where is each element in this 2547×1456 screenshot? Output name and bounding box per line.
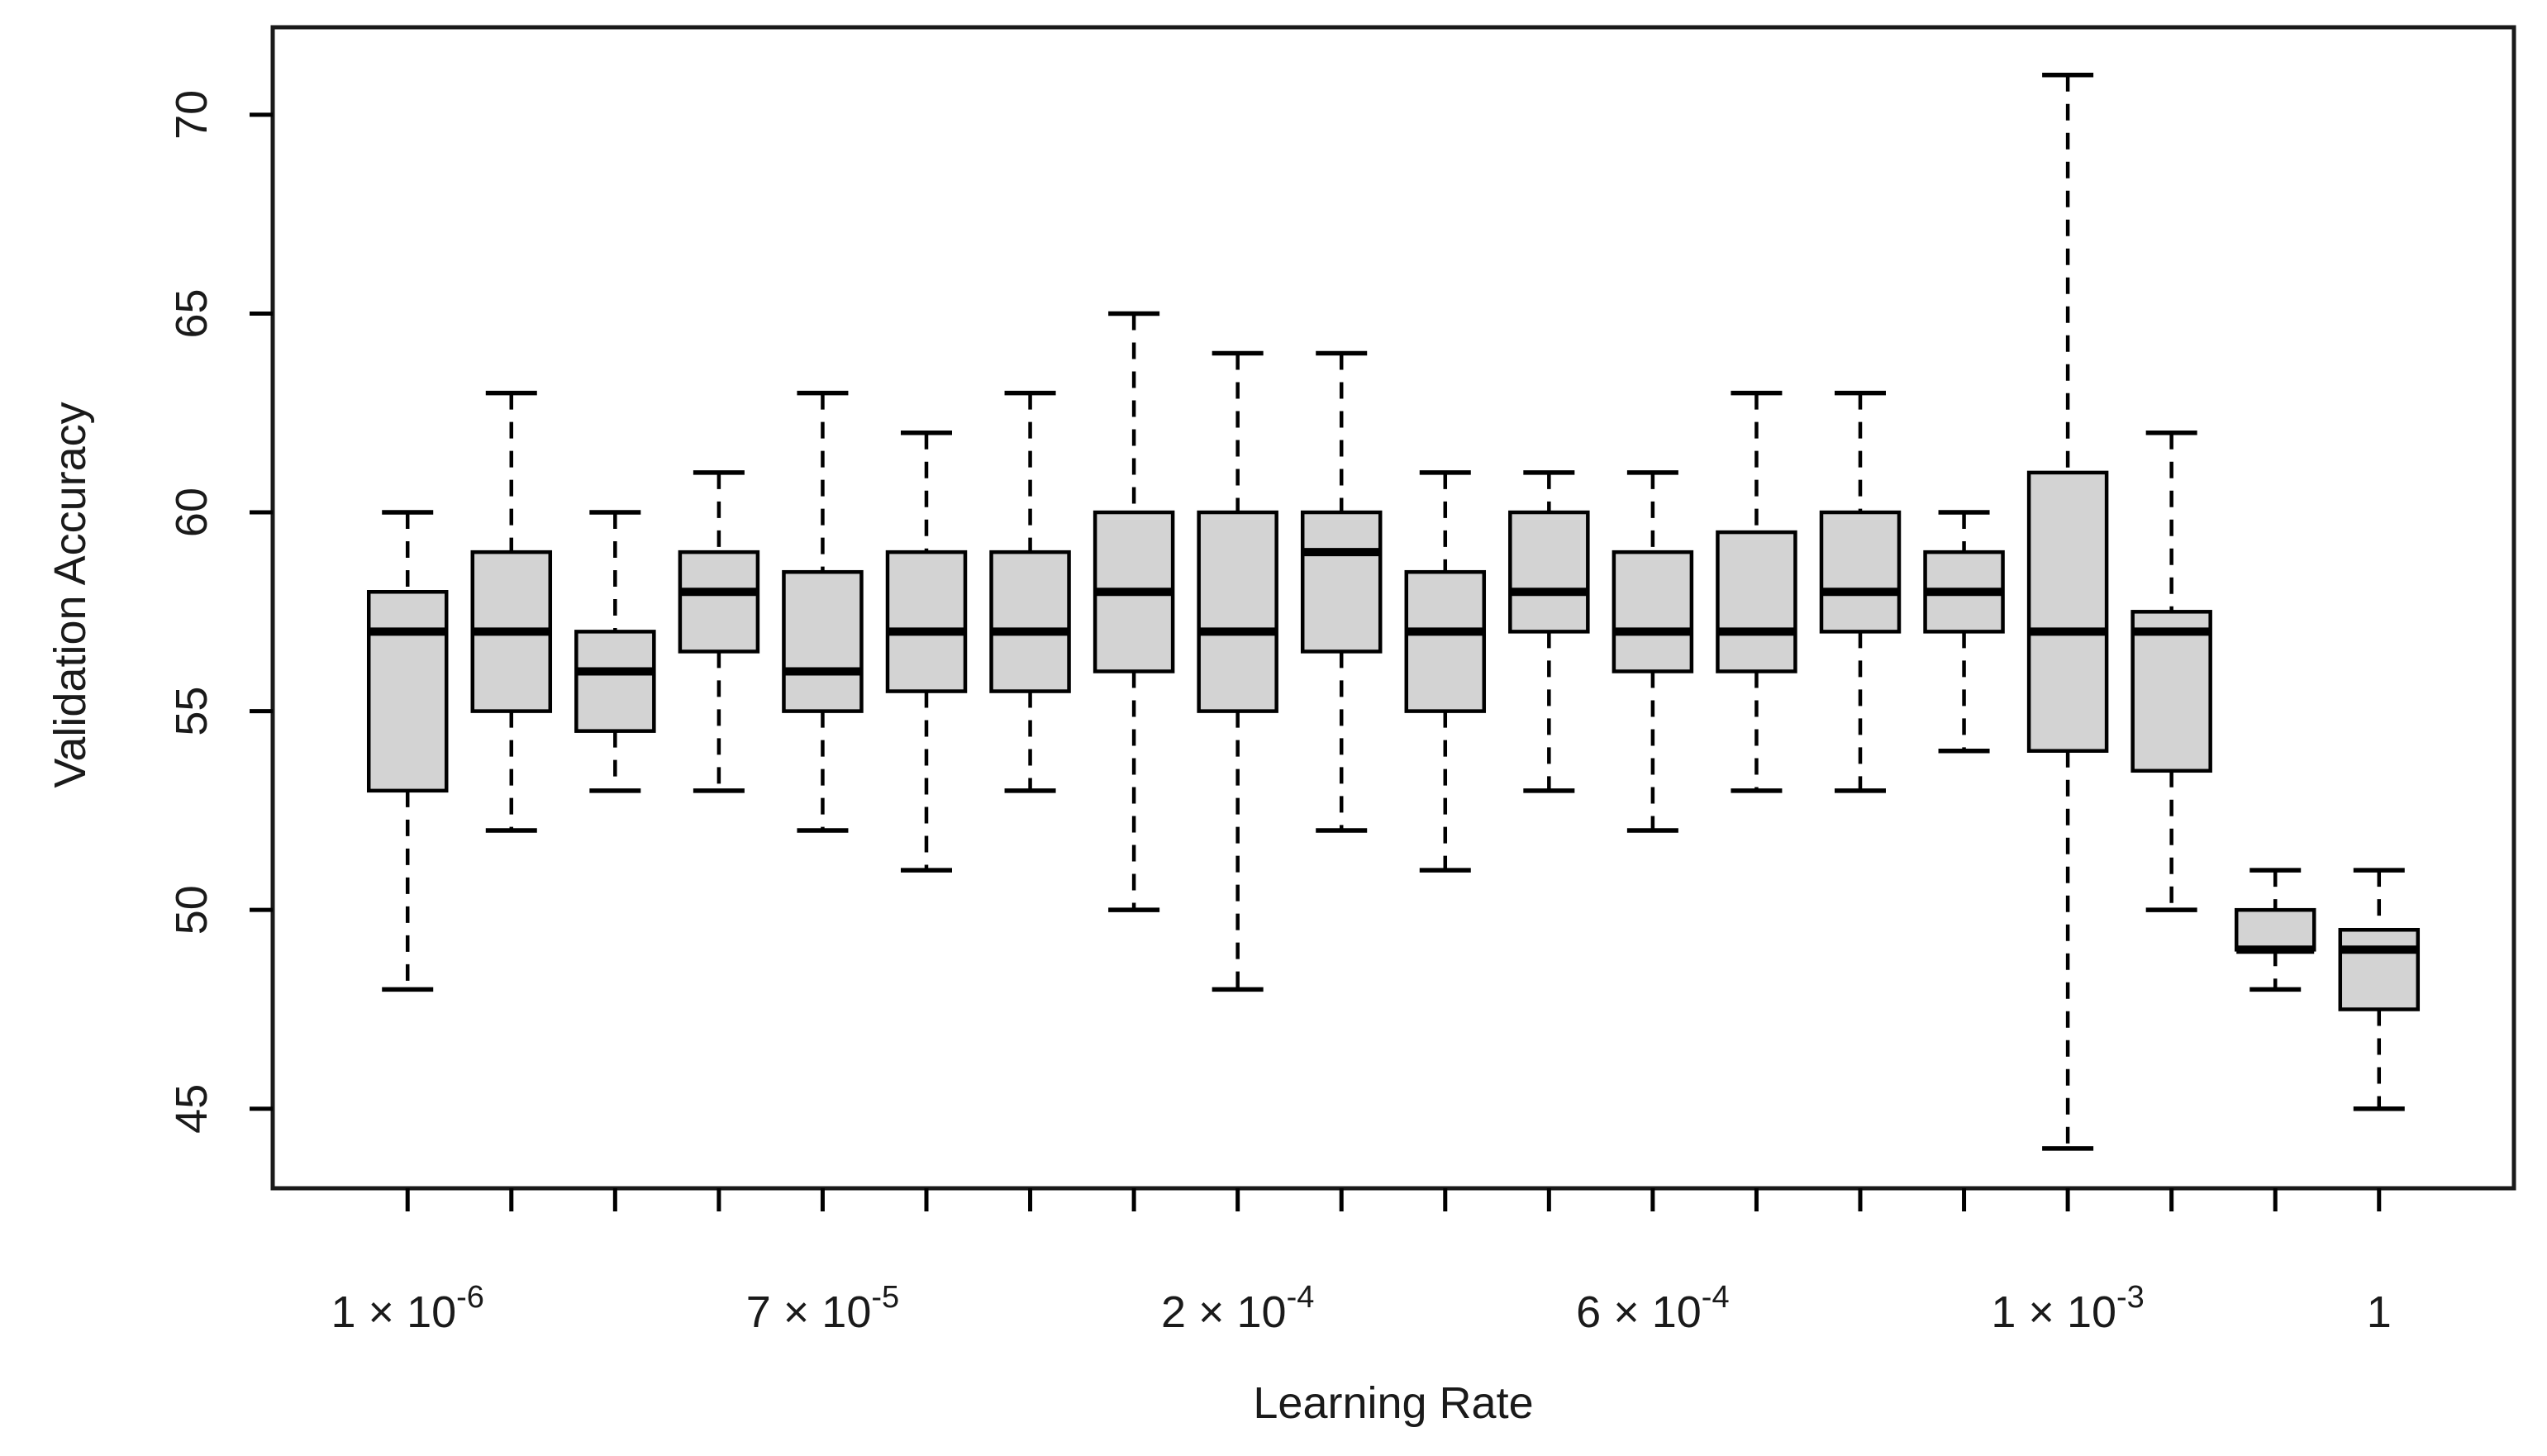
boxplot-group-7 bbox=[989, 390, 1071, 793]
iqr-box bbox=[2130, 610, 2212, 773]
iqr-box bbox=[574, 630, 656, 733]
iqr-box bbox=[2338, 927, 2421, 1011]
y-tick-label-50: 50 bbox=[167, 885, 217, 935]
iqr-box bbox=[678, 550, 760, 654]
boxplot-group-19 bbox=[2234, 868, 2316, 992]
x-tick-label-17: 1 × 10-3 bbox=[1991, 1280, 2144, 1337]
plot-frame bbox=[270, 25, 2516, 1191]
iqr-box bbox=[1508, 510, 1590, 634]
iqr-box bbox=[1404, 569, 1487, 713]
iqr-box bbox=[885, 550, 968, 693]
iqr-box bbox=[1716, 530, 1797, 673]
boxplot-group-2 bbox=[470, 390, 553, 833]
x-tick-label-9: 2 × 10-4 bbox=[1161, 1280, 1314, 1337]
boxplot-group-15 bbox=[1819, 390, 1902, 793]
x-tick-label-5: 7 × 10-5 bbox=[746, 1280, 899, 1337]
iqr-box bbox=[1819, 510, 1902, 634]
y-tick-label-65: 65 bbox=[167, 288, 217, 338]
y-tick-label-55: 55 bbox=[167, 687, 217, 736]
iqr-box bbox=[1612, 550, 1694, 673]
iqr-box bbox=[989, 550, 1071, 693]
y-axis: 45 50 55 60 65 70 bbox=[167, 90, 273, 1134]
iqr-box bbox=[1300, 510, 1383, 654]
x-tick-label-13: 6 × 10-4 bbox=[1576, 1280, 1729, 1337]
boxplot-group-17 bbox=[2026, 72, 2109, 1151]
boxplot-group-9 bbox=[1197, 350, 1278, 992]
boxplot-group-13 bbox=[1612, 470, 1694, 833]
x-tick-label-1: 1 × 10-6 bbox=[331, 1280, 484, 1337]
boxplot-group-1 bbox=[366, 510, 449, 992]
y-tick-label-60: 60 bbox=[167, 488, 217, 537]
boxplot-group-18 bbox=[2130, 431, 2212, 912]
iqr-box bbox=[1197, 510, 1278, 713]
boxplot-group-16 bbox=[1923, 510, 2005, 754]
boxplot-group-20 bbox=[2338, 868, 2421, 1111]
boxplot-group-3 bbox=[574, 510, 656, 793]
iqr-box bbox=[366, 590, 449, 793]
y-tick-label-70: 70 bbox=[167, 90, 217, 140]
boxplot-group-6 bbox=[885, 431, 968, 873]
boxplot-group-8 bbox=[1093, 311, 1175, 912]
boxplot-group-4 bbox=[678, 470, 760, 793]
boxplot-series bbox=[366, 72, 2421, 1151]
boxplot-group-11 bbox=[1404, 470, 1487, 873]
boxplot-group-5 bbox=[782, 390, 864, 833]
x-tick-label-20: 1 bbox=[2367, 1287, 2392, 1337]
y-tick-label-45: 45 bbox=[167, 1084, 217, 1134]
iqr-box bbox=[2234, 907, 2316, 952]
boxplot-group-10 bbox=[1300, 350, 1383, 833]
iqr-box bbox=[2026, 470, 2109, 753]
boxplot-group-14 bbox=[1716, 390, 1797, 793]
boxplot-group-12 bbox=[1508, 470, 1590, 793]
x-axis: 1 × 10-6 7 × 10-5 2 × 10-4 6 × 10-4 1 × 10-3… bbox=[331, 1188, 2392, 1337]
iqr-box bbox=[782, 569, 864, 713]
x-axis-title: Learning Rate bbox=[1253, 1378, 1533, 1428]
y-axis-title: Validation Accuracy bbox=[45, 402, 95, 787]
